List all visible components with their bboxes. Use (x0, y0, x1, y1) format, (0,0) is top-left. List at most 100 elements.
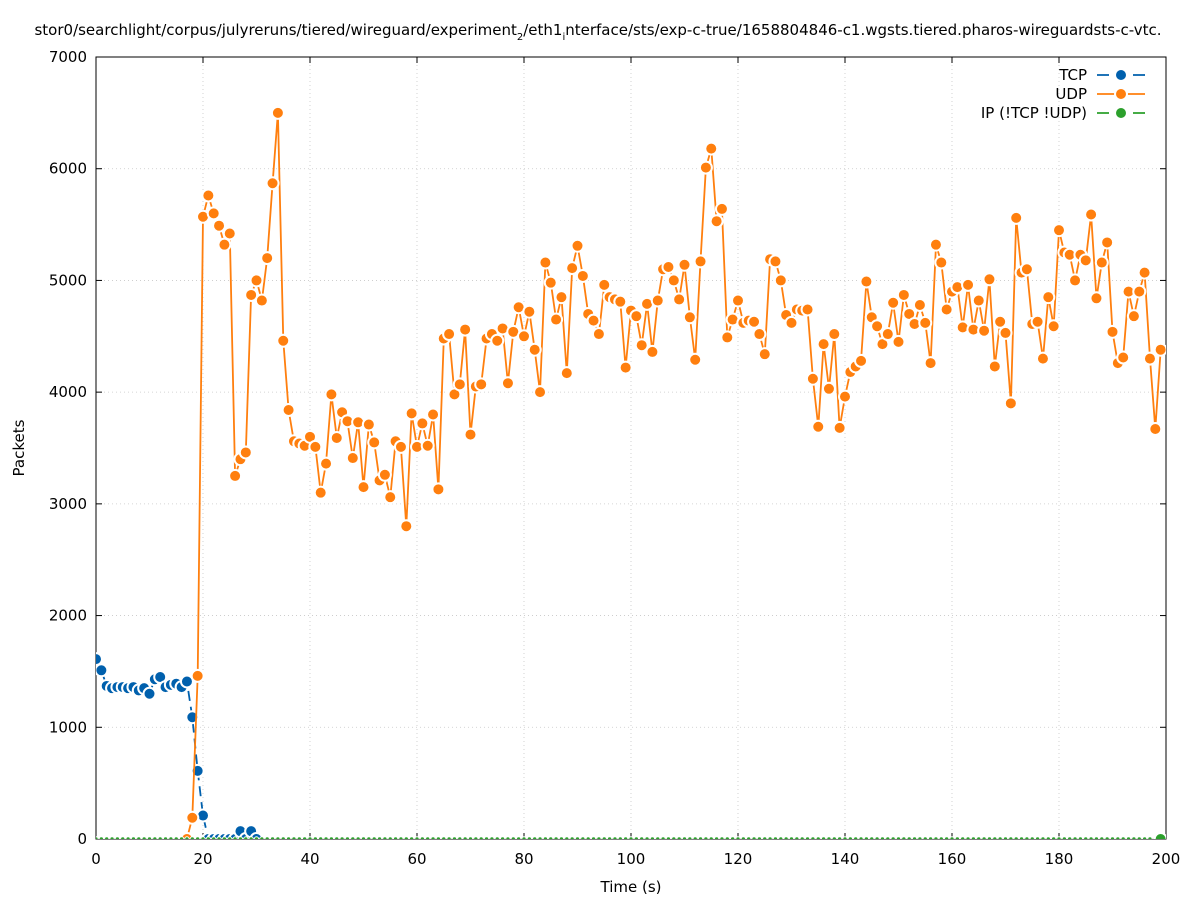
data-point (217, 237, 232, 252)
data-point (1035, 351, 1050, 366)
y-tick-label: 7000 (49, 48, 87, 66)
data-point (804, 836, 811, 839)
data-point (554, 290, 569, 305)
data-point (184, 836, 190, 839)
data-point (1116, 350, 1131, 365)
data-point (676, 836, 682, 839)
data-point (549, 312, 564, 327)
data-point (681, 836, 688, 839)
y-tick-label: 3000 (49, 495, 87, 513)
data-point (719, 836, 725, 839)
data-point (414, 836, 420, 839)
data-point (179, 832, 194, 839)
grid (96, 57, 1166, 839)
data-point (301, 836, 308, 839)
data-point (982, 272, 997, 287)
data-point (329, 430, 344, 445)
data-point (688, 352, 703, 367)
data-point (1105, 324, 1120, 339)
data-point (1072, 836, 1078, 839)
data-point (617, 836, 623, 839)
data-point (746, 836, 752, 839)
data-point (922, 836, 928, 839)
data-point (1125, 836, 1132, 839)
data-point (591, 327, 606, 342)
data-point (918, 315, 933, 330)
data-point (911, 836, 918, 839)
axis-ticks: 0 1000 2000 3000 4000 5000 6000 7000 0 20 40 60 80 10… (49, 48, 1181, 868)
y-tick-label: 1000 (49, 718, 87, 736)
data-point (1003, 396, 1018, 411)
data-point (548, 836, 554, 839)
data-point (1141, 836, 1148, 839)
data-point (821, 381, 836, 396)
legend-label: TCP (1058, 66, 1087, 84)
data-point (494, 836, 500, 839)
data-point (489, 836, 495, 839)
data-point (270, 105, 285, 120)
x-tick-label: 140 (831, 850, 860, 868)
data-point (532, 836, 538, 839)
data-point (960, 836, 966, 839)
data-point (1142, 351, 1157, 366)
data-point (927, 836, 934, 839)
legend-marker (1114, 87, 1128, 101)
data-point (350, 836, 356, 839)
data-point (938, 836, 944, 839)
data-point (1137, 265, 1152, 280)
data-point (665, 836, 672, 839)
data-point (228, 468, 243, 483)
data-point (613, 294, 628, 309)
data-point (275, 836, 281, 839)
data-point (854, 353, 869, 368)
data-point (671, 836, 677, 839)
data-point (580, 836, 586, 839)
data-point (1002, 836, 1009, 839)
data-point (383, 490, 398, 505)
data-point (827, 327, 842, 342)
data-point (997, 836, 1003, 839)
data-point (874, 836, 880, 839)
data-point (136, 836, 142, 839)
data-point (788, 836, 795, 839)
data-point (698, 160, 713, 175)
data-point (1008, 836, 1014, 839)
data-point (1052, 223, 1066, 238)
data-point (601, 836, 607, 839)
data-point (692, 836, 698, 839)
data-point (596, 836, 602, 839)
data-point (714, 201, 729, 216)
data-point (1104, 836, 1110, 839)
data-point (847, 836, 854, 839)
data-point (1067, 836, 1073, 839)
data-point (565, 261, 580, 276)
data-point (933, 836, 939, 839)
data-point (205, 836, 212, 839)
data-point (201, 188, 216, 203)
y-axis-label: Packets (10, 419, 28, 476)
data-point (961, 277, 976, 292)
data-point (259, 836, 265, 839)
data-point (704, 141, 719, 156)
data-point (96, 652, 103, 667)
data-point (387, 836, 393, 839)
data-point (634, 338, 649, 353)
x-tick-label: 40 (300, 850, 319, 868)
y-tick-label: 6000 (49, 160, 87, 178)
legend-marker (1114, 68, 1128, 82)
data-point (426, 407, 441, 422)
data-point (682, 310, 697, 325)
data-point (569, 836, 575, 839)
data-point (360, 836, 367, 839)
data-point (1136, 836, 1142, 839)
data-point (820, 836, 827, 839)
data-point (729, 836, 736, 839)
data-point (249, 832, 264, 839)
data-point (810, 836, 816, 839)
data-point (319, 456, 334, 471)
data-point (420, 438, 435, 453)
data-point (896, 287, 911, 302)
data-point (1018, 836, 1025, 839)
data-point (377, 467, 392, 482)
data-point (419, 836, 426, 839)
